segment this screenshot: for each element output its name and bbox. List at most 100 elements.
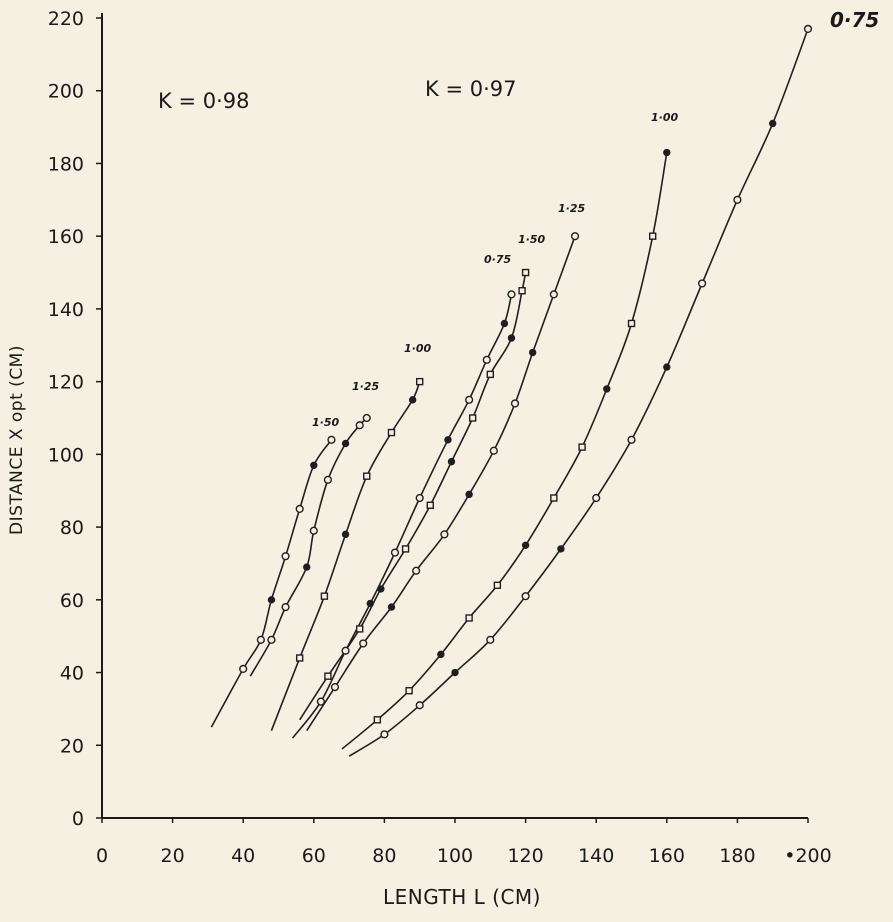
series-curve-8 <box>348 28 809 757</box>
data-point <box>550 494 558 502</box>
x-tick-label: 120 <box>507 845 543 867</box>
curve-label-k098-150: 1·50 <box>312 416 339 429</box>
y-tick-label: 220 <box>48 8 84 30</box>
data-point <box>387 428 396 437</box>
data-point <box>521 541 530 549</box>
data-point <box>330 682 340 692</box>
data-point <box>521 268 530 277</box>
data-point <box>437 650 445 659</box>
data-point <box>518 287 526 295</box>
data-point <box>239 664 248 674</box>
series-curve-4 <box>291 294 513 739</box>
curve-label-k098-100: 1·00 <box>404 342 431 355</box>
data-point <box>663 363 671 371</box>
data-point <box>507 334 516 342</box>
data-point <box>648 232 657 240</box>
data-point <box>256 635 265 644</box>
data-point <box>510 399 520 408</box>
data-point <box>416 377 424 386</box>
y-tick-label: 100 <box>48 444 84 466</box>
data-point <box>281 552 290 561</box>
data-point <box>303 563 311 571</box>
data-point <box>412 566 421 575</box>
data-point <box>697 279 707 288</box>
x-tick-label: 80 <box>372 845 396 867</box>
y-tick-label: 40 <box>60 663 84 685</box>
k-annotation-left: K = 0·98 <box>158 89 249 113</box>
curve-label-k097-150: 1·50 <box>518 233 545 246</box>
x-tick-label: 40 <box>231 845 255 867</box>
data-point <box>363 472 371 480</box>
data-point <box>366 599 374 608</box>
data-points <box>239 24 813 739</box>
data-point <box>415 701 424 710</box>
y-axis-label: DISTANCE X opt (CM) <box>7 345 27 535</box>
x-tick-label: 100 <box>437 845 473 867</box>
data-point <box>267 635 276 644</box>
series-curve-5 <box>299 272 527 721</box>
data-point <box>355 625 364 633</box>
data-point <box>387 603 396 611</box>
data-point <box>803 24 813 34</box>
data-point <box>426 501 434 509</box>
data-point <box>627 435 636 444</box>
y-tick-label: 60 <box>60 590 84 612</box>
data-point <box>405 687 413 695</box>
x-axis-label: LENGTH L (CM) <box>383 885 541 909</box>
data-point <box>578 443 586 451</box>
data-point <box>447 457 456 466</box>
data-point <box>359 639 368 648</box>
y-tick-label: 200 <box>48 81 84 103</box>
series-curve-6 <box>306 235 576 732</box>
data-point <box>362 413 371 423</box>
data-point <box>486 635 495 644</box>
data-point <box>323 475 333 484</box>
data-point <box>309 526 318 535</box>
data-point <box>603 385 611 393</box>
y-tick-label: 140 <box>48 299 84 321</box>
data-point <box>341 646 350 655</box>
data-point <box>570 232 580 241</box>
data-point <box>415 493 424 503</box>
data-point <box>327 435 336 444</box>
series-curve-3 <box>270 381 421 731</box>
y-tick-label: 0 <box>72 808 84 830</box>
data-point <box>373 716 382 724</box>
data-point <box>465 614 473 622</box>
axis-ticks: 0 20 40 60 80 100 120 140 160 180 •200 0 20 40 60 80 100… <box>48 8 832 867</box>
curve-label-k097-100: 1·00 <box>651 111 678 124</box>
data-point <box>390 548 400 557</box>
data-point <box>295 504 304 514</box>
data-point <box>627 319 636 328</box>
series-curve-7 <box>341 152 668 750</box>
data-point <box>320 592 329 600</box>
data-point <box>451 668 459 677</box>
data-point <box>486 370 494 379</box>
axes <box>101 13 808 819</box>
data-point <box>295 654 304 662</box>
y-tick-label: 160 <box>48 226 84 248</box>
data-point <box>507 290 516 299</box>
data-point <box>663 148 671 157</box>
data-point <box>380 730 389 739</box>
data-point <box>310 461 318 469</box>
data-point <box>769 119 777 128</box>
data-point <box>316 697 325 706</box>
data-point <box>489 446 498 455</box>
x-tick-label: 20 <box>161 845 185 867</box>
data-point <box>341 439 350 448</box>
series-curve-1 <box>210 439 333 728</box>
x-tick-label: 60 <box>302 845 326 867</box>
data-point <box>465 395 474 404</box>
data-point <box>521 592 530 601</box>
curve-label-k097-125: 1·25 <box>558 202 585 215</box>
curve-label-k098-125: 1·25 <box>352 380 379 393</box>
x-tick-label: 140 <box>578 845 614 867</box>
data-point <box>281 602 290 612</box>
data-point <box>468 414 477 422</box>
x-tick-label: 160 <box>649 845 685 867</box>
y-tick-label: 120 <box>48 372 84 394</box>
curve-label-k097-075: 0·75 <box>484 253 511 266</box>
